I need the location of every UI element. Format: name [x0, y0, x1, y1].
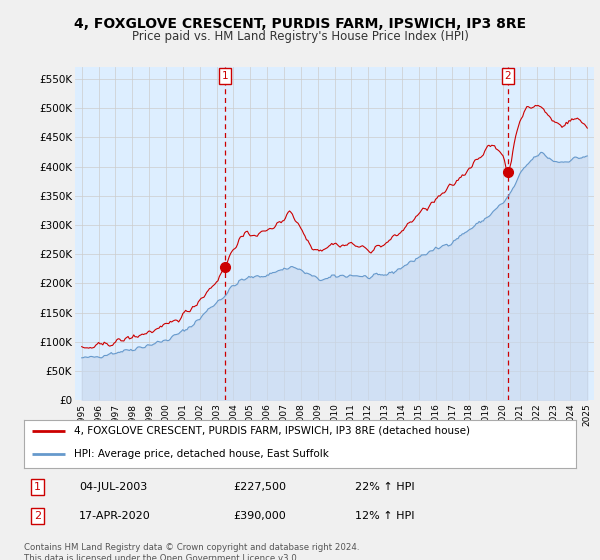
- Text: 2: 2: [505, 71, 511, 81]
- Text: 4, FOXGLOVE CRESCENT, PURDIS FARM, IPSWICH, IP3 8RE (detached house): 4, FOXGLOVE CRESCENT, PURDIS FARM, IPSWI…: [74, 426, 470, 436]
- Text: 12% ↑ HPI: 12% ↑ HPI: [355, 511, 415, 521]
- Text: 22% ↑ HPI: 22% ↑ HPI: [355, 482, 415, 492]
- Text: £390,000: £390,000: [234, 511, 287, 521]
- Text: 1: 1: [34, 482, 41, 492]
- Text: Price paid vs. HM Land Registry's House Price Index (HPI): Price paid vs. HM Land Registry's House …: [131, 30, 469, 43]
- Text: 04-JUL-2003: 04-JUL-2003: [79, 482, 148, 492]
- Text: Contains HM Land Registry data © Crown copyright and database right 2024.
This d: Contains HM Land Registry data © Crown c…: [24, 543, 359, 560]
- Text: 1: 1: [221, 71, 228, 81]
- Text: £227,500: £227,500: [234, 482, 287, 492]
- Text: HPI: Average price, detached house, East Suffolk: HPI: Average price, detached house, East…: [74, 449, 329, 459]
- Text: 2: 2: [34, 511, 41, 521]
- Text: 4, FOXGLOVE CRESCENT, PURDIS FARM, IPSWICH, IP3 8RE: 4, FOXGLOVE CRESCENT, PURDIS FARM, IPSWI…: [74, 17, 526, 31]
- Text: 17-APR-2020: 17-APR-2020: [79, 511, 151, 521]
